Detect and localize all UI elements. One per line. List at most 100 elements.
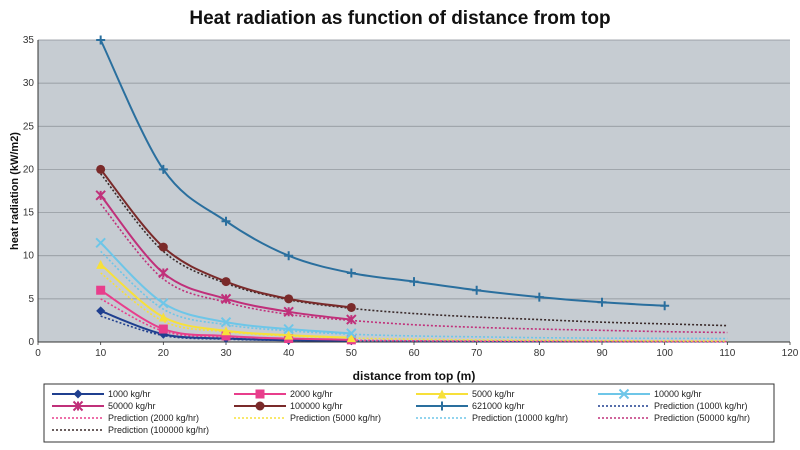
legend-item: Prediction (100000 kg/hr) [52,425,209,435]
data-point [96,35,106,45]
x-axis-label: distance from top (m) [353,369,476,383]
chart-title: Heat radiation as function of distance f… [189,8,611,29]
y-tick-label: 10 [23,251,35,262]
data-point [221,216,231,226]
data-point [220,293,232,305]
y-tick-label: 30 [23,78,35,89]
data-point [284,294,294,304]
legend-item: Prediction (5000 kg/hr) [234,413,381,423]
series-line [100,173,728,327]
y-tick-label: 35 [23,35,35,46]
legend-item: Prediction (2000 kg/hr) [52,413,199,423]
x-tick-label: 20 [158,348,170,359]
legend-label: Prediction (50000 kg/hr) [654,413,750,423]
series-prediction-10000-kg-hr- [100,250,728,340]
legend-label: Prediction (5000 kg/hr) [290,413,381,423]
series-line [100,298,728,343]
y-tick-label: 25 [23,121,35,132]
data-point [95,190,106,201]
legend-marker [437,401,447,411]
x-tick-label: 0 [35,348,41,359]
data-point [96,306,106,316]
legend-marker [73,389,83,399]
legend-marker [72,400,84,412]
x-tick-label: 10 [95,348,107,359]
data-point [284,251,294,261]
data-point [283,323,294,335]
data-point [221,277,231,287]
axes: 0 5 10 15 20 25 30 35 0 10 20 30 40 50 60 70 80 90 100 110 1… [23,35,799,359]
data-point [346,268,356,278]
data-point [346,314,357,325]
y-tick-label: 5 [28,294,34,305]
data-point [221,331,231,341]
legend-marker [255,389,265,399]
data-point [534,292,544,302]
legend-label: 10000 kg/hr [654,389,702,399]
x-tick-label: 90 [596,348,608,359]
data-point [96,164,106,174]
data-point [221,326,231,336]
data-point [346,333,356,343]
data-point [95,237,106,248]
legend-box [43,383,775,443]
series-line [99,194,352,321]
legend-item: 5000 kg/hr [416,389,515,399]
data-point [158,324,168,334]
series-prediction-50000-kg-hr- [100,203,728,334]
legend-label: 2000 kg/hr [290,389,333,399]
legend-label: 100000 kg/hr [290,401,343,411]
x-tick-label: 80 [534,348,546,359]
legend-item: 100000 kg/hr [234,401,343,411]
y-tick-label: 20 [23,164,35,175]
legend-item: Prediction (1000\ kg/hr) [598,401,748,411]
legend-label: Prediction (100000 kg/hr) [108,425,209,435]
legend: 1000 kg/hr 2000 kg/hr 5000 kg/hr 10000 kg/h… [52,388,750,435]
legend-item: Prediction (50000 kg/hr) [598,413,750,423]
data-point [472,285,482,295]
x-tick-label: 120 [782,348,799,359]
series-line [99,242,352,335]
x-tick-label: 60 [408,348,420,359]
series-10000-kg-hr [95,237,357,339]
legend-label: 1000 kg/hr [108,389,151,399]
legend-label: 621000 kg/hr [472,401,525,411]
x-tick-label: 50 [346,348,358,359]
x-tick-label: 30 [220,348,232,359]
y-tick-label: 0 [28,337,34,348]
data-point [158,164,168,174]
y-axis-label: heat radiation (kW/m2) [9,132,21,250]
x-tick-label: 40 [283,348,295,359]
series-621000-kg-hr [96,35,670,311]
series-prediction-2000-kg-hr- [100,298,728,343]
series-layer [95,35,728,346]
data-point [158,242,168,252]
series-50000-kg-hr [95,190,357,325]
legend-marker [437,389,447,399]
legend-item: 2000 kg/hr [234,389,333,399]
gridlines [38,39,790,300]
legend-label: Prediction (10000 kg/hr) [472,413,568,423]
data-point [158,312,168,322]
plot-area [38,40,790,342]
legend-item: 1000 kg/hr [52,389,151,399]
data-point [96,285,106,295]
data-point [158,297,169,309]
x-tick-label: 100 [656,348,673,359]
series-prediction-100000-kg-hr- [100,173,728,327]
legend-marker [255,401,265,411]
x-tick-label: 110 [719,348,735,359]
series-100000-kg-hr [96,164,356,312]
legend-item: Prediction (10000 kg/hr) [416,413,568,423]
legend-marker [618,388,630,400]
series-line [100,263,352,339]
series-5000-kg-hr [96,259,356,343]
data-point [283,306,294,318]
legend-item: 10000 kg/hr [598,388,702,400]
data-point [597,297,607,307]
series-line [100,203,728,334]
series-line [100,250,728,340]
data-point [220,316,232,328]
y-tick-label: 15 [23,208,35,219]
legend-item: 621000 kg/hr [416,401,525,411]
